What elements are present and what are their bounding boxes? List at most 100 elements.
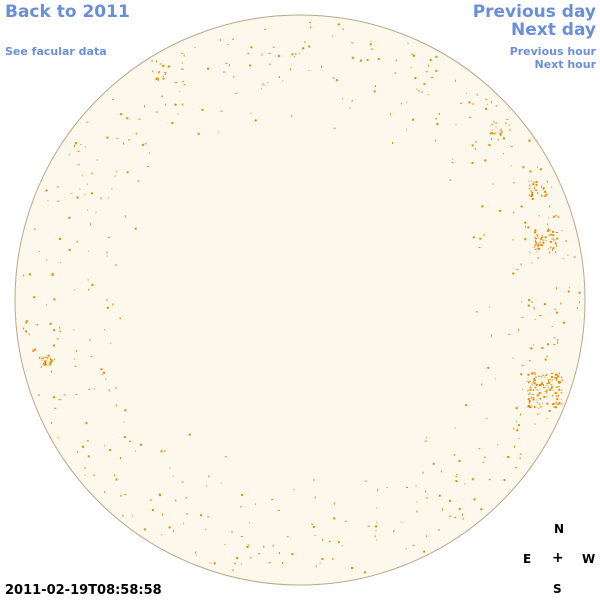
facula-speck: [555, 402, 557, 405]
facula-speck: [557, 216, 559, 219]
facula-speck: [499, 132, 502, 135]
facula-speck: [549, 240, 552, 243]
facula-speck: [558, 372, 560, 375]
back-to-year-link[interactable]: Back to 2011: [5, 2, 130, 22]
facula-speck: [488, 479, 491, 481]
facula-speck: [41, 358, 44, 360]
facula-speck: [500, 128, 502, 130]
facula-speck: [79, 188, 81, 190]
facula-speck: [449, 499, 451, 502]
facula-speck: [534, 387, 536, 389]
compass-south-label: S: [553, 582, 562, 596]
facula-speck: [427, 94, 429, 96]
facula-speck: [406, 101, 408, 103]
facula-speck: [51, 272, 54, 275]
facula-speck: [272, 46, 275, 48]
facula-speck: [480, 508, 483, 511]
facula-speck: [548, 248, 550, 250]
facula-speck: [105, 378, 107, 380]
facula-speck: [535, 383, 538, 386]
facula-speck: [120, 113, 123, 116]
facula-speck: [537, 247, 540, 250]
facula-speck: [536, 251, 538, 253]
facula-speck: [544, 376, 546, 378]
previous-hour-link[interactable]: Previous hour: [509, 45, 596, 58]
facula-speck: [540, 392, 542, 394]
facular-data-link[interactable]: See facular data: [5, 45, 107, 58]
facula-speck: [131, 515, 133, 517]
facula-speck: [536, 389, 539, 391]
facula-speck: [233, 75, 235, 78]
next-day-link[interactable]: Next day: [511, 20, 596, 40]
facula-speck: [277, 509, 280, 511]
previous-day-link[interactable]: Previous day: [472, 2, 596, 22]
facula-speck: [126, 171, 129, 174]
facula-speck: [47, 200, 49, 202]
facula-speck: [250, 46, 253, 49]
facula-speck: [495, 105, 498, 107]
facula-speck: [85, 422, 88, 425]
next-hour-link[interactable]: Next hour: [534, 58, 597, 71]
facula-speck: [44, 360, 47, 363]
facula-speck: [100, 368, 103, 371]
facula-speck: [528, 400, 531, 402]
facula-speck: [494, 378, 496, 380]
facula-speck: [560, 403, 562, 405]
facula-speck: [413, 54, 415, 57]
facula-speck: [456, 474, 458, 475]
facula-speck: [86, 121, 89, 123]
facula-speck: [486, 103, 488, 105]
facula-speck: [546, 373, 548, 376]
facula-speck: [441, 470, 443, 473]
facula-speck: [432, 462, 435, 465]
facula-speck: [557, 403, 560, 405]
facula-speck: [528, 402, 530, 405]
facula-speck: [557, 375, 560, 378]
facula-speck: [115, 264, 117, 266]
facula-speck: [534, 372, 536, 374]
facula-speck: [503, 137, 505, 140]
facula-speck: [135, 132, 137, 135]
facula-speck: [84, 474, 86, 476]
facula-speck: [313, 479, 315, 481]
facula-speck: [255, 503, 256, 505]
facula-speck: [532, 398, 535, 401]
facula-speck: [183, 54, 185, 57]
facula-speck: [515, 407, 518, 410]
facula-speck: [501, 131, 504, 133]
facula-speck: [544, 194, 547, 197]
facula-speck: [138, 118, 141, 120]
facula-speck: [40, 365, 42, 368]
facula-speck: [540, 194, 542, 197]
facula-speck: [541, 236, 544, 238]
facula-speck: [220, 482, 222, 484]
facula-speck: [46, 356, 49, 358]
facula-speck: [414, 77, 417, 80]
facula-speck: [120, 457, 121, 460]
facula-speck: [556, 287, 557, 290]
facula-speck: [541, 185, 542, 188]
facula-speck: [128, 139, 131, 141]
facula-speck: [38, 251, 40, 252]
facula-speck: [108, 236, 111, 238]
facula-speck: [462, 513, 463, 516]
facula-speck: [45, 189, 48, 192]
facula-speck: [528, 139, 531, 142]
facula-speck: [499, 133, 502, 136]
facula-speck: [539, 398, 542, 400]
facula-speck: [544, 236, 547, 239]
facula-speck: [522, 388, 524, 390]
facula-speck: [277, 55, 280, 57]
facula-speck: [528, 299, 531, 302]
facula-speck: [567, 290, 570, 293]
facula-speck: [25, 322, 27, 324]
facula-speck: [547, 223, 549, 226]
facula-speck: [524, 238, 527, 241]
facula-speck: [527, 304, 530, 307]
facula-speck: [465, 404, 468, 407]
facula-speck: [152, 70, 154, 73]
facula-speck: [115, 404, 117, 407]
facula-speck: [556, 395, 558, 398]
facula-speck: [423, 82, 426, 85]
facula-speck: [535, 241, 538, 244]
